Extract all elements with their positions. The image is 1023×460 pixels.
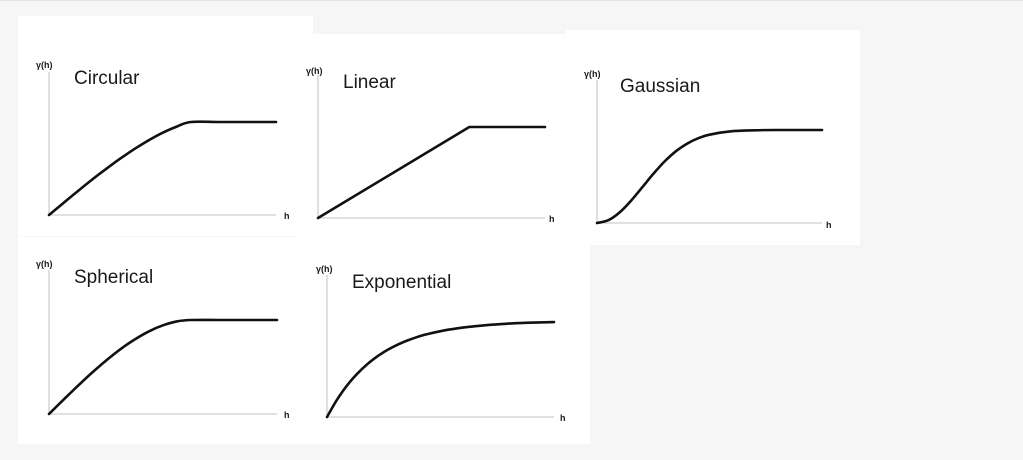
spherical-variogram-curve bbox=[47, 318, 279, 416]
circular-x-axis-label: h bbox=[284, 211, 290, 221]
linear-x-axis-label: h bbox=[549, 214, 555, 224]
chart-panel-exponential bbox=[300, 237, 590, 444]
circular-variogram-curve bbox=[47, 120, 278, 217]
gaussian-y-axis-label: γ(h) bbox=[584, 69, 601, 79]
exponential-variogram-curve bbox=[325, 320, 556, 419]
chart-panel-gaussian bbox=[566, 30, 860, 245]
linear-variogram-curve bbox=[316, 125, 547, 220]
gaussian-x-axis-label: h bbox=[826, 220, 832, 230]
circular-chart-title: Circular bbox=[74, 68, 140, 89]
gaussian-variogram-curve bbox=[595, 128, 824, 225]
exponential-x-axis-label: h bbox=[560, 413, 566, 423]
spherical-chart-title: Spherical bbox=[74, 267, 153, 288]
linear-y-axis-label: γ(h) bbox=[306, 66, 323, 76]
chart-panel-linear bbox=[296, 34, 586, 239]
spherical-x-axis-label: h bbox=[284, 410, 290, 420]
exponential-chart-title: Exponential bbox=[352, 272, 451, 293]
page-top-border bbox=[0, 0, 1023, 1]
circular-y-axis-label: γ(h) bbox=[36, 60, 53, 70]
exponential-y-axis-label: γ(h) bbox=[316, 264, 333, 274]
spherical-y-axis-label: γ(h) bbox=[36, 259, 53, 269]
gaussian-chart-title: Gaussian bbox=[620, 76, 700, 97]
linear-chart-title: Linear bbox=[343, 72, 396, 93]
chart-panel-spherical bbox=[18, 237, 314, 444]
